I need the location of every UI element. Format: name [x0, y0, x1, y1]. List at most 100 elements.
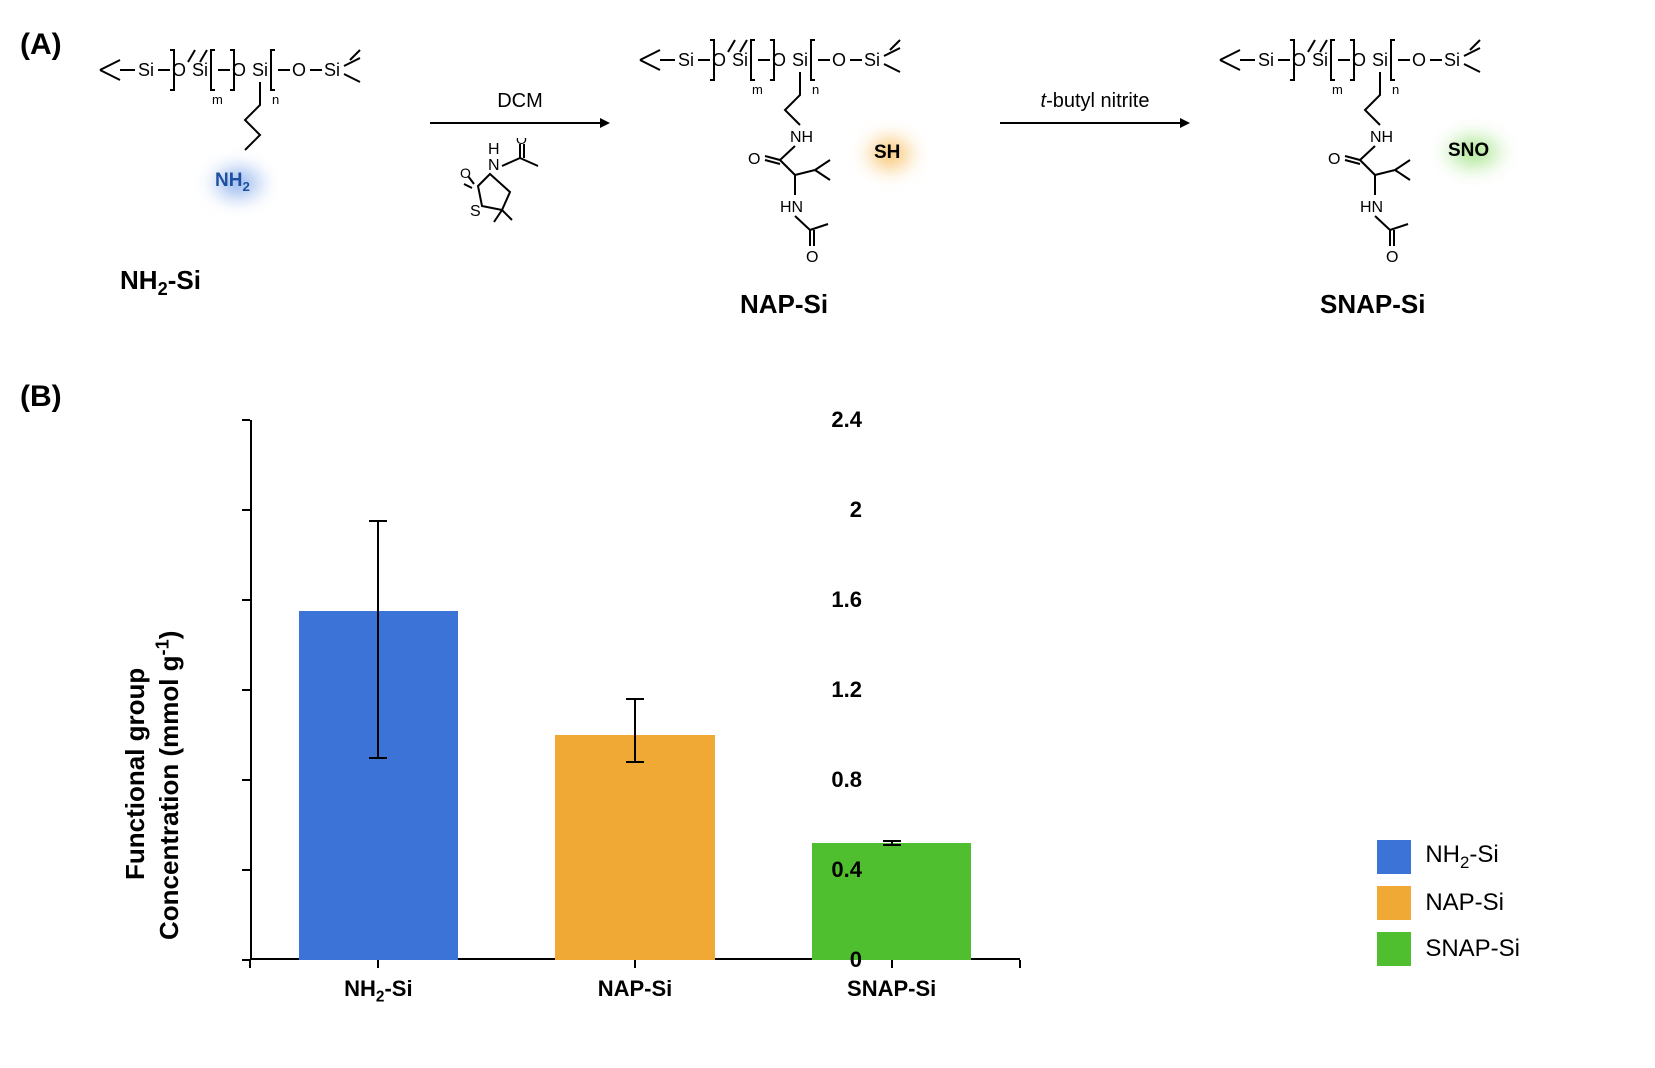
svg-text:N: N — [488, 157, 500, 174]
x-tick — [1019, 960, 1021, 968]
chem-structure-svg-2: Si O Si m O Si n O Si — [620, 30, 980, 270]
svg-text:O: O — [1352, 50, 1366, 70]
legend-swatch — [1377, 840, 1411, 874]
y-axis-title: Functional group — [120, 668, 151, 880]
y-tick-label: 0.8 — [802, 767, 862, 793]
svg-text:Si: Si — [732, 50, 748, 70]
struct-nap-si: Si O Si m O Si n O Si — [620, 30, 980, 330]
error-bar — [377, 521, 379, 757]
svg-text:Si: Si — [1312, 50, 1328, 70]
svg-text:Si: Si — [1372, 50, 1388, 70]
svg-text:O: O — [292, 60, 306, 80]
svg-text:S: S — [470, 203, 481, 220]
struct-nh2-si: Si O Si m O Si n O — [80, 30, 420, 290]
struct-snap-si: Si O Si m O Si n O Si — [1200, 30, 1580, 330]
y-tick-label: 1.2 — [802, 677, 862, 703]
svg-text:O: O — [172, 60, 186, 80]
figure: (A) Si O Si m — [20, 20, 1635, 1048]
svg-text:n: n — [812, 82, 819, 97]
svg-text:O: O — [1386, 249, 1398, 266]
y-axis — [250, 420, 252, 960]
svg-text:Si: Si — [792, 50, 808, 70]
svg-text:O: O — [460, 165, 471, 181]
x-tick — [634, 960, 636, 968]
error-cap — [369, 520, 387, 522]
bar-chart: Functional group Concentration (mmol g-1… — [80, 400, 1640, 1060]
error-cap — [369, 757, 387, 759]
x-tick-label: SNAP-Si — [847, 976, 936, 1002]
x-tick — [377, 960, 379, 968]
svg-text:Si: Si — [138, 60, 154, 80]
svg-text:m: m — [212, 92, 223, 107]
struct-label-nap: NAP-Si — [740, 289, 828, 320]
svg-text:NH: NH — [1370, 129, 1393, 146]
y-tick — [242, 509, 250, 511]
y-axis-title-line1: Functional group — [120, 668, 150, 880]
error-cap — [883, 840, 901, 842]
legend-item: NH2-Si — [1377, 840, 1520, 874]
svg-text:O: O — [806, 249, 818, 266]
svg-text:O: O — [232, 60, 246, 80]
svg-text:O: O — [516, 138, 527, 147]
arrow-1-label: DCM — [430, 90, 610, 113]
svg-text:O: O — [748, 151, 760, 168]
legend-label: SNAP-Si — [1425, 935, 1520, 963]
panel-a-label: (A) — [20, 28, 62, 62]
y-tick-label: 0.4 — [802, 857, 862, 883]
svg-text:m: m — [1332, 82, 1343, 97]
svg-text:Si: Si — [1444, 50, 1460, 70]
svg-text:NH: NH — [790, 129, 813, 146]
svg-text:O: O — [1412, 50, 1426, 70]
svg-text:Si: Si — [252, 60, 268, 80]
plot-area — [250, 420, 1020, 960]
x-tick — [249, 960, 251, 968]
x-tick-label: NAP-Si — [598, 976, 673, 1002]
sh-group-text: SH — [874, 142, 900, 164]
svg-text:O: O — [1328, 151, 1340, 168]
error-bar — [634, 699, 636, 762]
y-tick-label: 1.6 — [802, 587, 862, 613]
reaction-arrow-2: t-butyl nitrite — [1000, 90, 1190, 138]
y-tick — [242, 689, 250, 691]
error-cap — [626, 698, 644, 700]
x-tick — [891, 960, 893, 968]
svg-text:Si: Si — [192, 60, 208, 80]
y-tick — [242, 419, 250, 421]
legend-swatch — [1377, 932, 1411, 966]
y-tick — [242, 599, 250, 601]
y-tick-label: 0 — [802, 947, 862, 973]
svg-text:HN: HN — [1360, 199, 1383, 216]
y-tick-label: 2 — [802, 497, 862, 523]
svg-text:m: m — [752, 82, 763, 97]
y-tick-label: 2.4 — [802, 407, 862, 433]
svg-text:Si: Si — [1258, 50, 1274, 70]
y-tick — [242, 869, 250, 871]
svg-text:O: O — [1292, 50, 1306, 70]
nh2-group-text: NH2 — [215, 170, 250, 194]
chem-structure-svg-3: Si O Si m O Si n O Si — [1200, 30, 1580, 270]
svg-text:Si: Si — [678, 50, 694, 70]
y-tick — [242, 779, 250, 781]
svg-text:Si: Si — [864, 50, 880, 70]
x-tick-label: NH2-Si — [344, 976, 412, 1006]
svg-text:O: O — [832, 50, 846, 70]
reaction-arrow-1: DCM H N O S O — [430, 90, 610, 243]
reaction-scheme: Si O Si m O Si n O — [80, 30, 1640, 350]
arrow-2-label: t-butyl nitrite — [1000, 90, 1190, 113]
bar-NAP-Si — [555, 735, 714, 960]
reagent-thiolactone: H N O S O — [460, 138, 580, 238]
legend-item: SNAP-Si — [1377, 932, 1520, 966]
panel-b-label: (B) — [20, 380, 62, 414]
svg-text:Si: Si — [324, 60, 340, 80]
legend-label: NAP-Si — [1425, 889, 1504, 917]
legend-swatch — [1377, 886, 1411, 920]
svg-text:O: O — [772, 50, 786, 70]
y-axis-title-2: Concentration (mmol g-1) — [152, 631, 185, 940]
svg-text:n: n — [1392, 82, 1399, 97]
struct-label-nh2: NH2-Si — [120, 265, 201, 300]
svg-text:HN: HN — [780, 199, 803, 216]
error-cap — [883, 844, 901, 846]
legend-label: NH2-Si — [1425, 841, 1498, 873]
sno-group-text: SNO — [1448, 140, 1489, 162]
y-axis-title-line2: Concentration (mmol g-1) — [154, 631, 184, 940]
